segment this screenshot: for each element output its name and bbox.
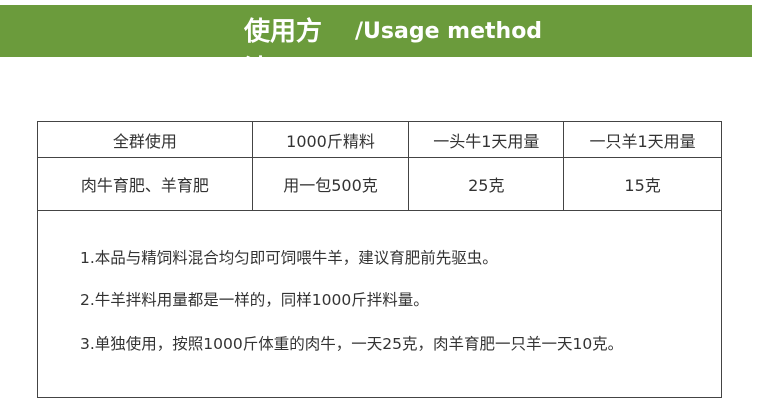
note: 2.牛羊拌料用量都是一样的，同样1000斤拌料量。 <box>80 291 429 309</box>
header-bar: 使用方法 /Usage method <box>0 5 752 57</box>
cell: 全群使用 <box>37 121 253 158</box>
cell: 25克 <box>408 157 565 211</box>
note: 3.单独使用，按照1000斤体重的肉牛，一天25克，肉羊育肥一只羊一天10克。 <box>80 335 624 353</box>
cell: 15克 <box>563 157 722 211</box>
cell: 肉牛育肥、羊育肥 <box>37 157 253 211</box>
subtitle: /Usage method <box>355 19 543 44</box>
cell: 用一包500克 <box>251 157 410 211</box>
cell: 一头牛1天用量 <box>408 121 565 158</box>
table-row: 全群使用 1000斤精料 一头牛1天用量 一只羊1天用量 <box>37 121 722 158</box>
cell: 1000斤精料 <box>251 121 410 158</box>
usage-table: 全群使用 1000斤精料 一头牛1天用量 一只羊1天用量 肉牛育肥、羊育肥 用一… <box>37 121 722 211</box>
table-row: 肉牛育肥、羊育肥 用一包500克 25克 15克 <box>37 157 722 211</box>
notes-box: 1.本品与精饲料混合均匀即可饲喂牛羊，建议育肥前先驱虫。 2.牛羊拌料用量都是一… <box>37 210 722 398</box>
title: 使用方法 <box>244 17 323 57</box>
cell: 一只羊1天用量 <box>563 121 722 158</box>
note: 1.本品与精饲料混合均匀即可饲喂牛羊，建议育肥前先驱虫。 <box>80 249 498 267</box>
